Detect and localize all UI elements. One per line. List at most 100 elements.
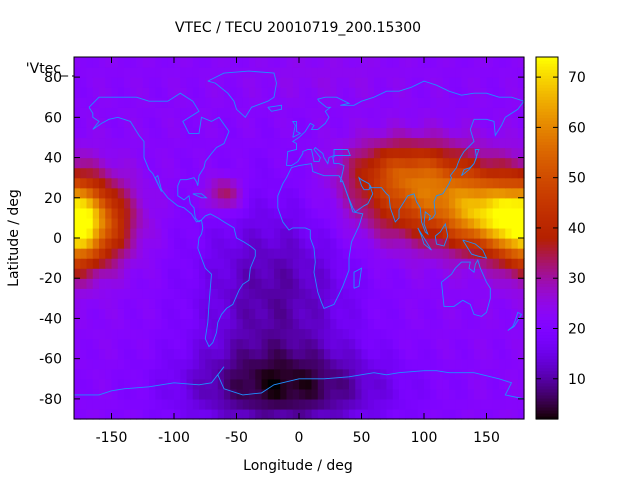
heatmap-cell <box>492 308 500 320</box>
heatmap-cell <box>417 258 425 269</box>
heatmap-cell <box>349 157 356 169</box>
heatmap-cell <box>205 77 213 88</box>
heatmap-cell <box>80 298 88 309</box>
heatmap-cell <box>224 147 231 159</box>
heatmap-cell <box>442 87 450 98</box>
heatmap-cell <box>167 248 175 259</box>
heatmap-cell <box>517 318 525 330</box>
y-tick-label: -60 <box>39 352 62 368</box>
heatmap-cell <box>280 227 288 239</box>
heatmap-cell <box>399 187 406 199</box>
heatmap-cell <box>74 127 81 139</box>
heatmap-cell <box>436 378 444 390</box>
heatmap-cell <box>167 298 175 309</box>
heatmap-cell <box>230 328 238 340</box>
heatmap-cell <box>474 308 481 320</box>
heatmap-cell <box>242 248 250 259</box>
heatmap-cell <box>86 268 94 279</box>
heatmap-cell <box>167 348 175 360</box>
heatmap-cell <box>380 258 388 269</box>
heatmap-cell <box>324 408 331 420</box>
heatmap-cell <box>136 298 144 309</box>
heatmap-cell <box>417 177 425 189</box>
heatmap-cell <box>230 288 238 299</box>
heatmap-cell <box>367 97 375 108</box>
heatmap-cell <box>192 278 200 289</box>
heatmap-cell <box>174 207 181 219</box>
colorbar-segment <box>536 259 558 263</box>
heatmap-cell <box>324 197 331 209</box>
colorbar-segment <box>536 171 558 176</box>
heatmap-cell <box>117 238 125 249</box>
heatmap-cell <box>292 298 300 309</box>
colorbar-segment <box>536 304 558 308</box>
heatmap-cell <box>449 338 456 350</box>
heatmap-cell <box>124 167 131 179</box>
heatmap-cell <box>311 268 319 279</box>
heatmap-cell <box>480 238 488 249</box>
heatmap-cell <box>517 217 525 229</box>
heatmap-cell <box>324 268 331 279</box>
heatmap-cell <box>192 238 200 249</box>
heatmap-cell <box>180 217 188 229</box>
heatmap-cell <box>505 258 513 269</box>
heatmap-cell <box>186 358 194 370</box>
heatmap-cell <box>99 227 106 239</box>
heatmap-cell <box>180 308 188 320</box>
heatmap-cell <box>386 67 394 78</box>
heatmap-cell <box>367 328 375 340</box>
heatmap-cell <box>286 338 294 350</box>
heatmap-cell <box>361 157 369 169</box>
heatmap-cell <box>349 348 356 360</box>
colorbar-segment <box>536 370 558 375</box>
heatmap-cell <box>286 57 294 68</box>
heatmap-cell <box>74 288 81 299</box>
heatmap-cell <box>517 398 525 410</box>
heatmap-cell <box>280 67 288 78</box>
heatmap-cell <box>174 318 181 330</box>
heatmap-cell <box>280 57 288 68</box>
heatmap-cell <box>417 127 425 139</box>
heatmap-cell <box>511 87 519 98</box>
heatmap-cell <box>486 227 494 239</box>
heatmap-cell <box>311 238 319 249</box>
heatmap-cell <box>255 57 263 68</box>
heatmap-cell <box>305 197 313 209</box>
heatmap-cell <box>474 167 481 179</box>
heatmap-cell <box>199 298 206 309</box>
heatmap-cell <box>417 147 425 159</box>
heatmap-cell <box>305 388 313 400</box>
heatmap-cell <box>411 197 419 209</box>
heatmap-cell <box>499 358 506 370</box>
heatmap-cell <box>155 197 163 209</box>
heatmap-cell <box>386 97 394 108</box>
heatmap-cell <box>411 298 419 309</box>
heatmap-cell <box>136 137 144 149</box>
heatmap-cell <box>392 137 400 149</box>
heatmap-cell <box>380 268 388 279</box>
heatmap-cell <box>305 147 313 159</box>
heatmap-cell <box>480 117 488 128</box>
heatmap-cell <box>336 368 344 380</box>
heatmap-cell <box>242 358 250 370</box>
heatmap-cell <box>405 278 413 289</box>
heatmap-cell <box>349 308 356 320</box>
heatmap-cell <box>149 177 156 189</box>
heatmap-cell <box>92 388 100 400</box>
heatmap-cell <box>361 398 369 410</box>
heatmap-cell <box>411 348 419 360</box>
heatmap-cell <box>205 127 213 139</box>
heatmap-cell <box>161 248 169 259</box>
heatmap-cell <box>242 408 250 420</box>
heatmap-cell <box>299 328 306 340</box>
heatmap-cell <box>511 368 519 380</box>
heatmap-cell <box>330 378 338 390</box>
heatmap-cell <box>324 348 331 360</box>
heatmap-cell <box>367 258 375 269</box>
heatmap-cell <box>174 308 181 320</box>
heatmap-cell <box>455 308 463 320</box>
heatmap-cell <box>224 197 231 209</box>
heatmap-cell <box>199 207 206 219</box>
heatmap-cell <box>199 97 206 108</box>
colorbar-segment <box>536 189 558 194</box>
